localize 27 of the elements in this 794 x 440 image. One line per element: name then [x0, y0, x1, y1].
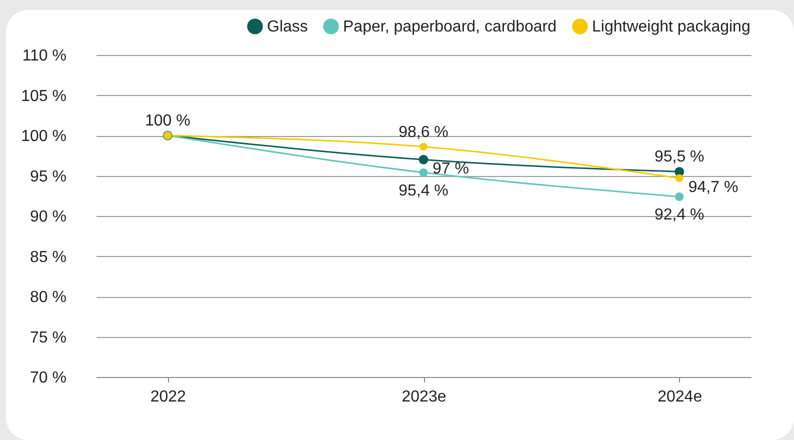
point [675, 192, 684, 201]
data-label: 95,5 % [654, 148, 704, 166]
x-tick-label: 2023e [402, 388, 446, 406]
y-tick-label: 80 % [30, 289, 66, 306]
point [418, 154, 428, 164]
y-tick-label: 90 % [30, 208, 66, 226]
data-label: 95,4 % [398, 182, 448, 200]
point [419, 168, 428, 177]
data-label: 92,4 % [654, 206, 704, 224]
y-tick-label: 100 % [21, 128, 66, 145]
y-tick-label: 75 % [30, 329, 66, 346]
x-tick-label: 2022 [150, 388, 186, 406]
y-tick-label: 70 % [30, 370, 66, 386]
legend-label: Glass [267, 18, 308, 36]
x-tick-label: 2024e [658, 388, 702, 406]
data-label: 97 % [432, 160, 469, 178]
y-tick-label: 105 % [21, 88, 66, 105]
data-label: 100 % [144, 112, 190, 130]
point [420, 142, 428, 151]
y-tick-label: 110 % [22, 48, 66, 64]
data-label: 98,6 % [398, 124, 448, 141]
y-tick-label: 85 % [30, 248, 66, 266]
legend-label: Paper, paperboard, cardboard [343, 18, 556, 36]
data-label: 94,7 % [688, 179, 738, 196]
legend-label: Lightweight packaging [592, 18, 750, 36]
point [675, 174, 684, 182]
y-tick-label: 95 % [30, 168, 66, 186]
